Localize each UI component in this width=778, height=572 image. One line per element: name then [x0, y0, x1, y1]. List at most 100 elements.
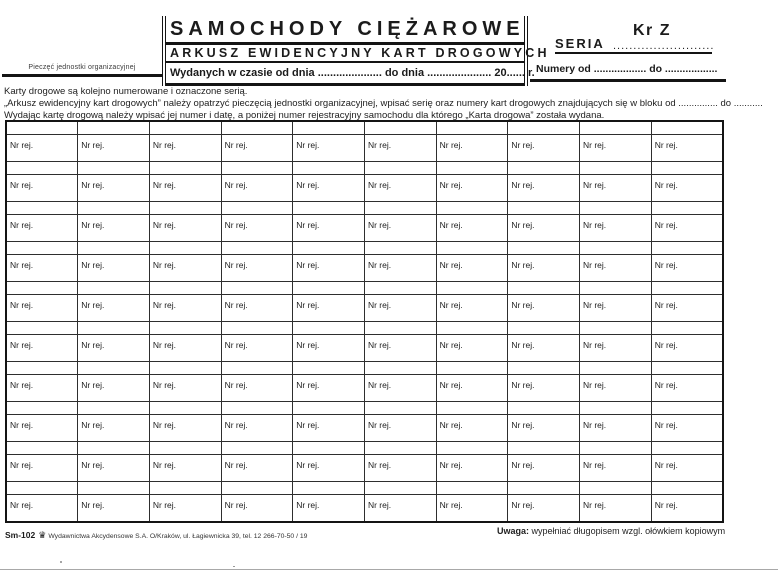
card-number-cell: [77, 241, 150, 255]
nr-rej-label: Nr rej.: [367, 500, 392, 510]
card-number-cell: [220, 201, 294, 215]
nr-rej-label: Nr rej.: [152, 420, 177, 430]
card-number-cell: [77, 441, 150, 455]
nr-rej-label: Nr rej.: [439, 300, 463, 310]
card-number-cell: [220, 161, 294, 175]
stamp-label: Pieczęć jednostki organizacyjnej: [28, 64, 136, 71]
nr-rej-cell: Nr rej.: [363, 174, 437, 202]
nr-rej-cell: Nr rej.: [148, 454, 222, 482]
card-number-cell: [77, 361, 150, 375]
nr-rej-cell: Nr rej.: [292, 454, 365, 482]
card-number-cell: [579, 441, 652, 455]
nr-rej-cell: Nr rej.: [292, 374, 365, 402]
nr-rej-cell: Nr rej.: [507, 454, 580, 482]
nr-rej-label: Nr rej.: [439, 380, 463, 390]
card-number-cell: [292, 321, 365, 335]
nr-rej-label: Nr rej.: [81, 220, 105, 230]
card-number-cell: [220, 321, 294, 335]
nr-rej-label: Nr rej.: [296, 140, 320, 150]
card-number-cell: [650, 481, 724, 495]
nr-rej-label: Nr rej.: [654, 380, 678, 390]
card-number-cell: [363, 161, 437, 175]
card-number-cell: [507, 321, 580, 335]
card-number-cell: [148, 321, 222, 335]
nr-rej-label: Nr rej.: [583, 380, 607, 390]
nr-rej-label: Nr rej.: [439, 140, 463, 150]
nr-rej-cell: Nr rej.: [507, 134, 580, 162]
nr-rej-cell: Nr rej.: [507, 214, 580, 242]
nr-rej-cell: Nr rej.: [77, 134, 150, 162]
nr-rej-label: Nr rej.: [583, 140, 607, 150]
card-number-cell: [5, 401, 79, 415]
nr-rej-cell: Nr rej.: [292, 214, 365, 242]
nr-rej-cell: Nr rej.: [435, 254, 509, 282]
card-number-cell: [220, 401, 294, 415]
stamp-area: Pieczęć jednostki organizacyjnej: [2, 10, 162, 77]
nr-rej-cell: Nr rej.: [579, 494, 652, 523]
publisher-line: Wydawnictwa Akcydensowe S.A. O/Kraków, u…: [48, 533, 308, 540]
form-title: SAMOCHODY CIĘŻAROWE: [166, 16, 524, 45]
nr-rej-label: Nr rej.: [511, 140, 535, 150]
nr-rej-cell: Nr rej.: [148, 374, 222, 402]
nr-rej-label: Nr rej.: [296, 180, 320, 190]
nr-rej-label: Nr rej.: [224, 420, 248, 430]
card-number-cell: [363, 441, 437, 455]
card-number-cell: [579, 241, 652, 255]
card-number-cell: [507, 481, 580, 495]
nr-rej-label: Nr rej.: [583, 500, 607, 510]
card-number-spacer-row: [5, 281, 724, 295]
note-text: wypełniać długopisem wzgl. ołówkiem kopi…: [531, 526, 726, 536]
card-number-cell: [435, 201, 509, 215]
nr-rej-label: Nr rej.: [367, 220, 392, 230]
nr-rej-label: Nr rej.: [81, 140, 105, 150]
nr-rej-cell: Nr rej.: [5, 454, 79, 482]
nr-rej-cell: Nr rej.: [507, 414, 580, 442]
nr-rej-cell: Nr rej.: [650, 254, 724, 282]
nr-rej-label: Nr rej.: [654, 460, 678, 470]
nr-rej-cell: Nr rej.: [579, 334, 652, 362]
card-number-cell: [435, 361, 509, 375]
card-number-cell: [77, 401, 150, 415]
card-number-cell: [650, 281, 724, 295]
card-number-cell: [220, 241, 294, 255]
card-number-cell: [363, 361, 437, 375]
nr-rej-label: Nr rej.: [654, 420, 678, 430]
nr-rej-label: Nr rej.: [583, 220, 607, 230]
seria-row: SERIA ............................ Kr Z: [555, 22, 713, 54]
card-number-cell: [363, 401, 437, 415]
nr-rej-cell: Nr rej.: [148, 254, 222, 282]
nr-rej-label: Nr rej.: [439, 340, 463, 350]
card-number-cell: [579, 161, 652, 175]
nr-rej-label: Nr rej.: [81, 420, 105, 430]
card-number-cell: [650, 161, 724, 175]
seria-handwritten-value: Kr Z: [633, 22, 671, 39]
nr-rej-row: Nr rej. Nr rej. Nr rej. Nr rej. Nr rej. Nr re…: [5, 254, 724, 282]
nr-rej-cell: Nr rej.: [650, 134, 724, 162]
nr-rej-cell: Nr rej.: [220, 374, 294, 402]
card-number-cell: [435, 401, 509, 415]
nr-rej-cell: Nr rej.: [292, 294, 365, 322]
card-number-cell: [292, 281, 365, 295]
title-block: SAMOCHODY CIĘŻAROWE ARKUSZ EWIDENCYJNY K…: [162, 16, 546, 86]
card-number-cell: [77, 120, 150, 135]
instruction-line-1: Karty drogowe są kolejno numerowane i oz…: [4, 86, 248, 97]
nr-rej-label: Nr rej.: [224, 380, 248, 390]
card-number-cell: [77, 281, 150, 295]
nr-rej-label: Nr rej.: [10, 460, 34, 470]
card-number-cell: [5, 161, 79, 175]
nr-rej-row: Nr rej. Nr rej. Nr rej. Nr rej. Nr rej. Nr re…: [5, 334, 724, 362]
nr-rej-cell: Nr rej.: [77, 414, 150, 442]
nr-rej-cell: Nr rej.: [220, 174, 294, 202]
card-number-cell: [77, 161, 150, 175]
scan-speck: [233, 566, 235, 567]
card-number-cell: [650, 201, 724, 215]
nr-rej-label: Nr rej.: [152, 180, 177, 190]
nr-rej-label: Nr rej.: [367, 420, 392, 430]
nr-rej-label: Nr rej.: [367, 380, 392, 390]
nr-rej-label: Nr rej.: [583, 260, 607, 270]
nr-rej-label: Nr rej.: [511, 340, 535, 350]
nr-rej-label: Nr rej.: [511, 380, 535, 390]
card-number-cell: [5, 241, 79, 255]
nr-rej-label: Nr rej.: [224, 180, 248, 190]
nr-rej-cell: Nr rej.: [5, 174, 79, 202]
